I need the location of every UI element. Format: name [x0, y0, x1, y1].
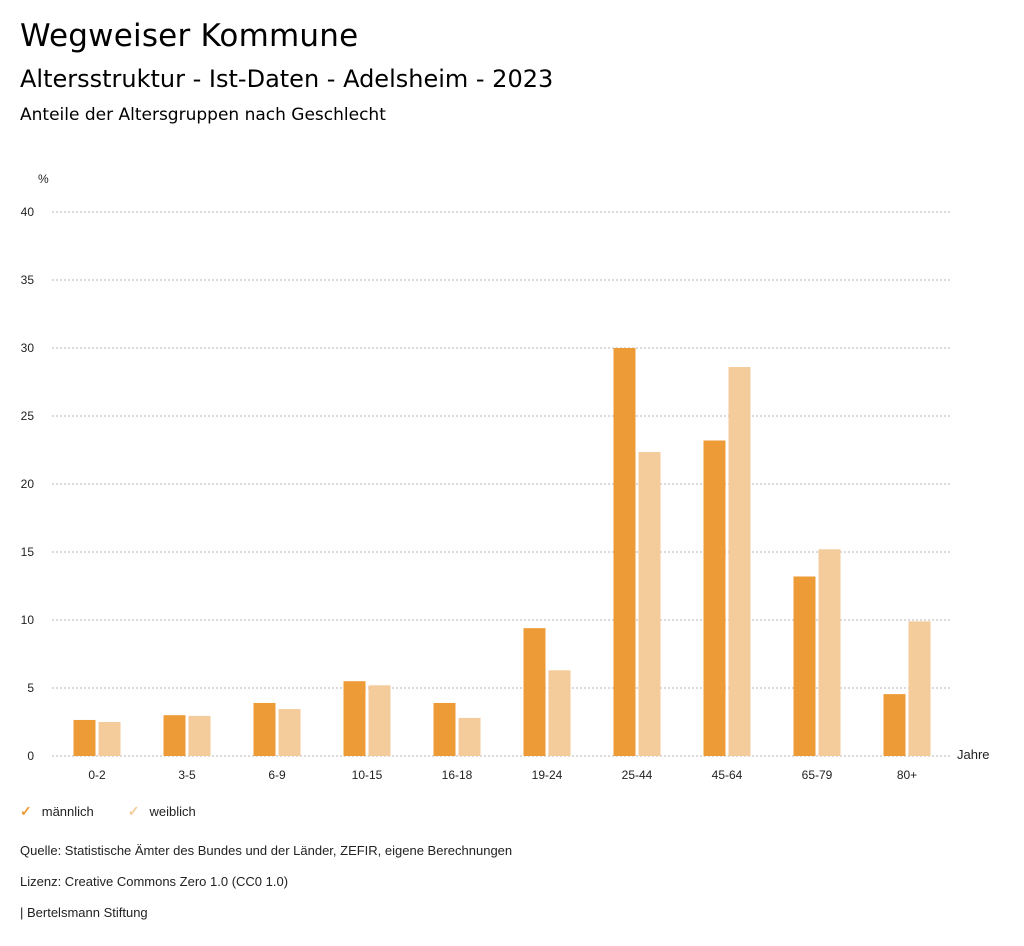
- x-tick-label: 16-18: [442, 768, 473, 782]
- y-tick-label: 0: [27, 749, 34, 763]
- page-subtitle: Altersstruktur - Ist-Daten - Adelsheim -…: [20, 65, 554, 93]
- bar-weiblich-6-9[interactable]: [278, 709, 301, 756]
- bar-weiblich-65-79[interactable]: [818, 549, 841, 756]
- bar-maennlich-3-5[interactable]: [163, 715, 186, 756]
- bar-maennlich-6-9[interactable]: [253, 702, 276, 756]
- bar-maennlich-45-64[interactable]: [703, 440, 726, 756]
- legend-label: männlich: [41, 804, 94, 819]
- y-tick-label: 25: [21, 409, 35, 423]
- x-tick-label: 19-24: [532, 768, 563, 782]
- check-icon: ✓: [20, 803, 32, 819]
- bar-maennlich-65-79[interactable]: [793, 576, 816, 756]
- bar-maennlich-16-18[interactable]: [433, 702, 456, 756]
- bar-weiblich-16-18[interactable]: [458, 717, 481, 756]
- x-axis-label: Jahre: [957, 747, 990, 762]
- x-axis-ticks: 0-2 3-5 6-9 10-15 16-18 19-24 25-44 45-64 65-79 8…: [88, 768, 917, 782]
- source-note: Quelle: Statistische Ämter des Bundes un…: [20, 843, 513, 858]
- x-tick-label: 3-5: [178, 768, 196, 782]
- bar-chart: 0 5 10 15 20 25 30 35 40 0-2 3-5 6-9 10-15 16-18 19-2…: [21, 172, 990, 782]
- x-tick-label: 80+: [897, 768, 917, 782]
- x-tick-label: 25-44: [622, 768, 653, 782]
- chart-title: Anteile der Altersgruppen nach Geschlech…: [20, 105, 386, 125]
- bar-weiblich-80+[interactable]: [908, 621, 931, 756]
- bar-maennlich-0-2[interactable]: [73, 719, 96, 756]
- y-tick-label: 40: [21, 205, 35, 219]
- check-icon: ✓: [127, 803, 140, 819]
- legend-item-maennlich[interactable]: ✓ männlich: [20, 803, 94, 820]
- license-note: Lizenz: Creative Commons Zero 1.0 (CC0 1…: [20, 874, 289, 889]
- x-tick-label: 0-2: [88, 768, 106, 782]
- y-tick-label: 30: [21, 341, 35, 355]
- x-tick-label: 10-15: [352, 768, 383, 782]
- bar-weiblich-25-44[interactable]: [638, 452, 661, 756]
- x-tick-label: 45-64: [712, 768, 743, 782]
- legend-label: weiblich: [149, 804, 196, 819]
- y-axis-ticks: 0 5 10 15 20 25 30 35 40: [21, 205, 35, 763]
- y-tick-label: 35: [21, 273, 35, 287]
- publisher-note: | Bertelsmann Stiftung: [20, 905, 148, 920]
- bar-maennlich-25-44[interactable]: [613, 348, 636, 756]
- y-tick-label: 20: [21, 477, 35, 491]
- bar-weiblich-19-24[interactable]: [548, 670, 571, 756]
- y-tick-label: 10: [21, 613, 35, 627]
- bar-weiblich-10-15[interactable]: [368, 685, 391, 756]
- app-title: Wegweiser Kommune: [20, 18, 359, 54]
- x-tick-label: 65-79: [802, 768, 833, 782]
- bar-maennlich-10-15[interactable]: [343, 681, 366, 756]
- bar-maennlich-19-24[interactable]: [523, 628, 546, 756]
- bar-weiblich-3-5[interactable]: [188, 715, 211, 756]
- x-tick-label: 6-9: [268, 768, 286, 782]
- legend: ✓ männlich ✓ weiblich: [20, 803, 196, 820]
- y-tick-label: 5: [27, 681, 34, 695]
- bars: [73, 348, 931, 756]
- y-axis-label: %: [38, 172, 49, 186]
- bar-weiblich-45-64[interactable]: [728, 367, 751, 756]
- bar-weiblich-0-2[interactable]: [98, 722, 121, 756]
- bar-maennlich-80+[interactable]: [883, 694, 906, 756]
- y-tick-label: 15: [21, 545, 35, 559]
- legend-item-weiblich[interactable]: ✓ weiblich: [128, 803, 196, 820]
- gridlines: [52, 211, 952, 757]
